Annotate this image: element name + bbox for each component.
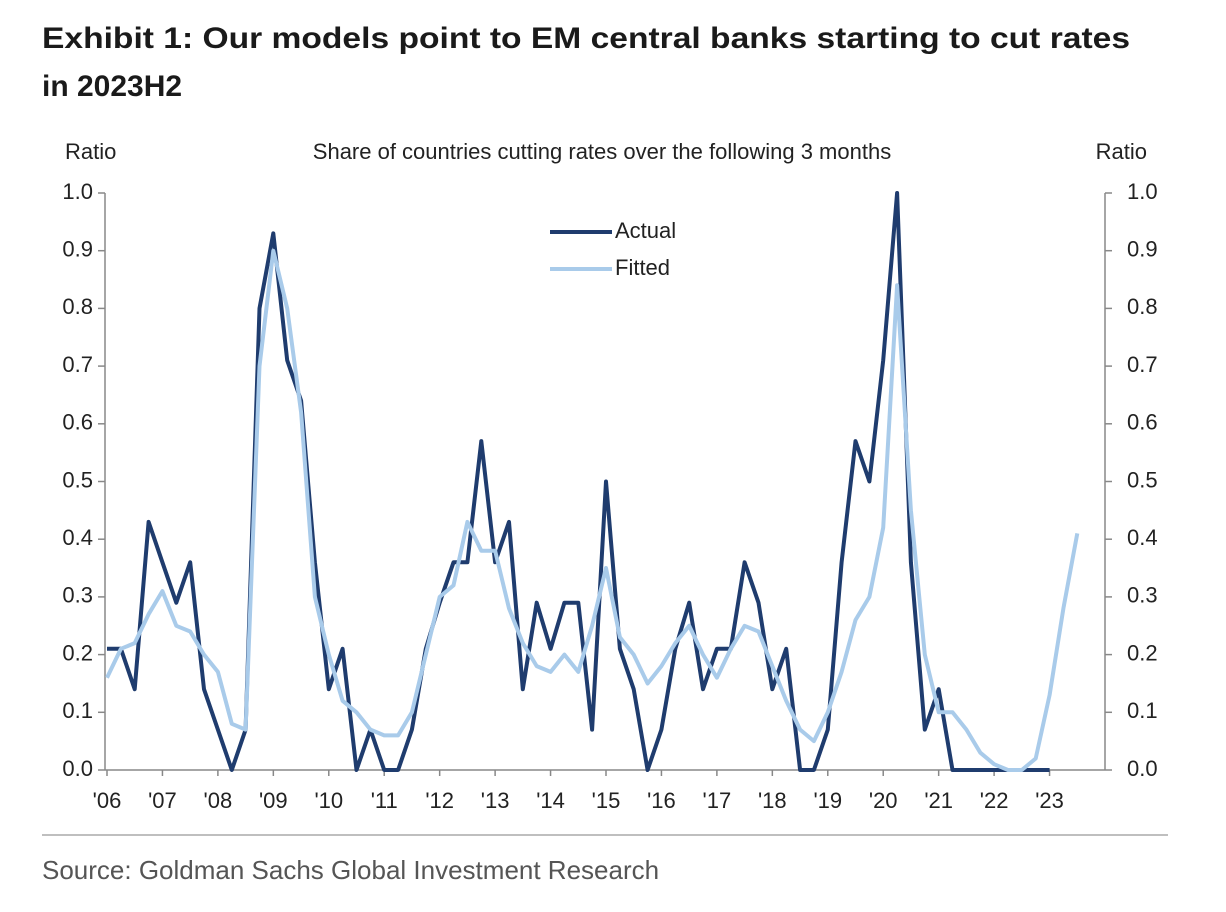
y2-tick-label: 0.0	[1127, 756, 1158, 781]
x-tick-label: '09	[259, 788, 288, 813]
x-tick-label: '20	[869, 788, 898, 813]
legend-label: Fitted	[615, 255, 670, 280]
x-tick-label: '11	[371, 788, 398, 813]
y-tick-label: 0.4	[62, 525, 93, 550]
y2-tick-label: 1.0	[1127, 179, 1158, 204]
y-tick-label: 0.9	[62, 237, 93, 262]
x-tick-label: '07	[148, 788, 177, 813]
y-tick-label: 0.2	[62, 640, 93, 665]
y-tick-label: 0.0	[62, 756, 93, 781]
y-tick-label: 0.3	[62, 583, 93, 608]
y-axis-label: Ratio	[65, 139, 116, 164]
x-tick-label: '15	[592, 788, 621, 813]
y2-tick-label: 0.5	[1127, 467, 1158, 492]
x-tick-label: '17	[703, 788, 732, 813]
y2-axis-label: Ratio	[1096, 139, 1147, 164]
x-tick-label: '18	[758, 788, 787, 813]
chart-title-line: Exhibit 1: Our models point to EM centra…	[42, 22, 1130, 55]
legend-label: Actual	[615, 218, 676, 243]
source: Source: Goldman Sachs Global Investment …	[42, 855, 659, 885]
x-tick-label: '14	[536, 788, 565, 813]
x-tick-label: '22	[980, 788, 1009, 813]
y-tick-label: 0.8	[62, 294, 93, 319]
y2-tick-label: 0.4	[1127, 525, 1158, 550]
y-tick-label: 1.0	[62, 179, 93, 204]
data-line	[105, 248, 1080, 772]
x-tick-label: '13	[481, 788, 510, 813]
x-tick-label: '06	[93, 788, 122, 813]
x-tick-label: '16	[647, 788, 676, 813]
y-tick-label: 0.5	[62, 467, 93, 492]
y-tick-label: 0.6	[62, 410, 93, 435]
y2-tick-label: 0.7	[1127, 352, 1158, 377]
y2-tick-label: 0.1	[1127, 698, 1158, 723]
y2-tick-label: 0.8	[1127, 294, 1158, 319]
x-tick-label: '10	[314, 788, 343, 813]
y-tick-label: 0.1	[62, 698, 93, 723]
x-tick-label: '19	[813, 788, 842, 813]
y2-tick-label: 0.3	[1127, 583, 1158, 608]
x-tick-label: '21	[924, 788, 953, 813]
y-tick-label: 0.7	[62, 352, 93, 377]
chart-title-line: in 2023H2	[42, 70, 182, 103]
y2-tick-label: 0.2	[1127, 640, 1158, 665]
y2-tick-label: 0.9	[1127, 237, 1158, 262]
data-line	[107, 191, 1050, 772]
x-tick-label: '23	[1035, 788, 1064, 813]
y2-tick-label: 0.6	[1127, 410, 1158, 435]
x-tick-label: '08	[204, 788, 233, 813]
x-tick-label: '12	[425, 788, 454, 813]
chart-subtitle: Share of countries cutting rates over th…	[313, 139, 891, 164]
